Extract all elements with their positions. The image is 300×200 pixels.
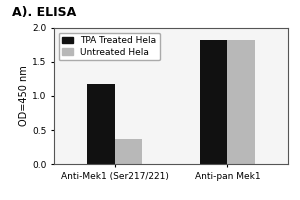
- Legend: TPA Treated Hela, Untreated Hela: TPA Treated Hela, Untreated Hela: [58, 33, 160, 60]
- Text: A). ELISA: A). ELISA: [12, 6, 76, 19]
- Y-axis label: OD=450 nm: OD=450 nm: [19, 66, 29, 126]
- Bar: [227, 40, 255, 164]
- Bar: [87, 84, 115, 164]
- Bar: [200, 40, 227, 164]
- Bar: [115, 139, 142, 164]
